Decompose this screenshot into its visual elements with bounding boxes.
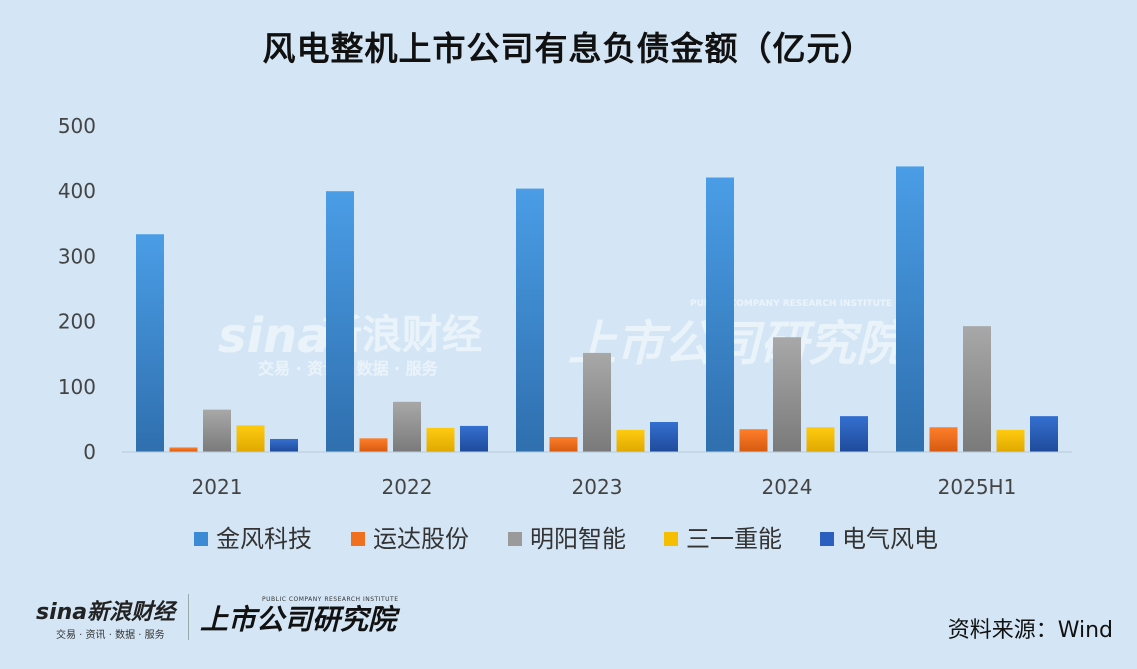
bar-3-4 (996, 429, 1025, 452)
y-tick-label: 200 (58, 310, 96, 334)
legend-label: 三一重能 (686, 525, 782, 553)
x-axis: 2021 2022 2023 2024 2025H1 (192, 475, 1017, 499)
bar-3-1 (426, 427, 455, 452)
y-tick-label: 300 (58, 244, 96, 268)
page-title: 风电整机上市公司有息负债金额（亿元） (262, 29, 875, 68)
y-tick-label: 500 (58, 114, 96, 138)
bar-0-0 (136, 234, 164, 452)
bar-1-3 (739, 429, 768, 452)
watermark-institute-en: PUBLIC COMPANY RESEARCH INSTITUTE (690, 299, 892, 309)
bar-3-2 (616, 429, 645, 452)
legend-label: 电气风电 (842, 525, 938, 553)
footer-brand-logo: sina新浪财经 (36, 600, 176, 625)
bar-4-4 (1030, 416, 1058, 452)
x-tick-label: 2025H1 (938, 475, 1017, 499)
bar-2-3 (773, 337, 801, 452)
footer-brand-sub: 交易 · 资讯 · 数据 · 服务 (56, 630, 165, 641)
footer-institute-logo: 上市公司研究院 (200, 603, 397, 636)
bar-4-2 (650, 422, 678, 452)
bar-2-0 (203, 409, 231, 452)
footer-institute-en: PUBLIC COMPANY RESEARCH INSTITUTE (262, 596, 399, 603)
y-tick-label: 100 (58, 375, 96, 399)
bar-3-3 (806, 427, 835, 452)
footer-divider (188, 594, 189, 640)
x-tick-label: 2021 (192, 475, 243, 499)
bars (136, 166, 1058, 453)
bar-1-4 (929, 427, 958, 452)
bar-3-0 (236, 425, 265, 452)
x-tick-label: 2023 (572, 475, 623, 499)
bar-2-2 (583, 352, 611, 452)
bar-1-0 (169, 447, 198, 452)
bar-1-1 (359, 438, 388, 452)
y-tick-label: 400 (58, 179, 96, 203)
legend-label: 明阳智能 (530, 525, 626, 553)
bar-0-4 (896, 166, 924, 452)
legend-swatch (508, 532, 522, 546)
watermark: sina 新浪财经 交易 · 资讯 · 数据 · 服务 上市公司研究院 PUBL… (218, 299, 912, 378)
bar-0-3 (706, 177, 734, 452)
bar-1-2 (549, 437, 578, 452)
x-tick-label: 2024 (762, 475, 813, 499)
y-tick-label: 0 (83, 440, 96, 464)
watermark-brand: sina (218, 308, 330, 364)
bar-0-1 (326, 191, 354, 452)
bar-4-3 (840, 416, 868, 452)
bar-2-1 (393, 401, 421, 452)
bar-2-4 (963, 326, 991, 452)
legend-label: 运达股份 (373, 525, 469, 553)
bar-chart: sina 新浪财经 交易 · 资讯 · 数据 · 服务 上市公司研究院 PUBL… (58, 114, 1072, 553)
legend-swatch (351, 532, 365, 546)
legend-swatch (664, 532, 678, 546)
source-note: 资料来源：Wind (947, 618, 1113, 643)
y-axis: 0 100 200 300 400 500 (58, 114, 96, 464)
bar-4-0 (270, 438, 298, 452)
legend-swatch (194, 532, 208, 546)
bar-0-2 (516, 188, 544, 453)
x-tick-label: 2022 (382, 475, 433, 499)
bar-4-1 (460, 425, 488, 452)
legend-label: 金风科技 (216, 525, 312, 553)
watermark-institute: 上市公司研究院 (568, 316, 912, 372)
legend-swatch (820, 532, 834, 546)
legend: 金风科技 运达股份 明阳智能 三一重能 电气风电 (194, 525, 938, 553)
